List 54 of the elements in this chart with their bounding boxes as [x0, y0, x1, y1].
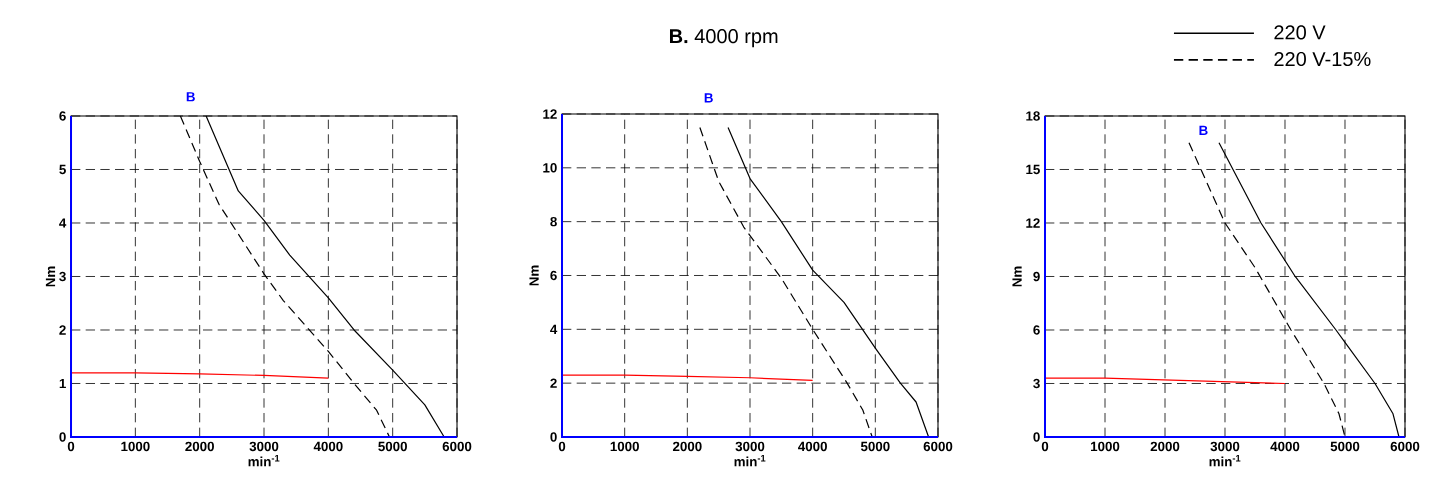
y-tick-label: 4 [59, 218, 67, 228]
y-tick-label: 3 [1033, 378, 1040, 389]
x-axis-title: min$^{-1}$ [248, 454, 280, 467]
x-tick-label: 1000 [121, 441, 150, 452]
y-tick-label: 6 [59, 111, 66, 121]
y-tick-label: 3 [59, 271, 66, 282]
x-tick-label: 1000 [1091, 441, 1120, 452]
x-tick-label: 5000 [1330, 441, 1360, 452]
y-tick-label: 12 [543, 109, 557, 119]
y-tick-label: 2 [59, 325, 66, 335]
legend-label: 220 V [1274, 25, 1326, 40]
x-tick-label: 2000 [672, 441, 702, 452]
x-tick-label: 0 [1041, 441, 1049, 452]
y-tick-label: 4 [550, 324, 558, 334]
x-tick-label: 4000 [1270, 441, 1300, 452]
x-tick-label: 2000 [1150, 441, 1180, 452]
y-tick-label: 10 [543, 163, 557, 173]
text: B [186, 92, 195, 102]
y-tick-label: 0 [550, 432, 557, 442]
x-tick-label: 3000 [249, 441, 279, 452]
y-tick-label: 18 [1026, 111, 1040, 121]
x-tick-label: 5000 [378, 441, 407, 452]
y-tick-label: 6 [550, 270, 557, 281]
y-tick-label: 5 [59, 164, 66, 175]
x-tick-label: 3000 [1210, 441, 1240, 452]
x-tick-label: 1000 [610, 441, 639, 452]
y-axis-title: Nm [529, 265, 539, 286]
x-tick-label: 4000 [313, 441, 343, 452]
x-tick-label: 0 [67, 441, 75, 452]
y-tick-label: 6 [1033, 325, 1040, 335]
x-tick-label: 6000 [1390, 441, 1420, 452]
text: B [704, 93, 713, 103]
x-tick-label: 6000 [442, 441, 472, 452]
chart-title: B. 4000 rpm [669, 29, 778, 48]
x-tick-label: 2000 [185, 441, 214, 452]
x-tick-label: 0 [558, 441, 566, 452]
x-tick-label: 3000 [735, 441, 765, 452]
x-axis-title: min$^{-1}$ [1209, 454, 1241, 467]
x-axis-title: min$^{-1}$ [734, 454, 766, 467]
x-tick-label: 5000 [860, 441, 890, 452]
x-tick-label: 6000 [923, 441, 953, 452]
y-tick-label: 15 [1026, 164, 1040, 175]
y-tick-label: 2 [550, 378, 557, 388]
annotation: B [1199, 125, 1208, 136]
y-tick-label: 0 [1033, 432, 1040, 442]
y-tick-label: 1 [59, 378, 66, 389]
y-axis-title: Nm [1012, 266, 1022, 287]
y-axis-title: Nm [45, 266, 56, 287]
y-tick-label: 9 [1033, 271, 1040, 282]
y-tick-label: 12 [1026, 218, 1040, 228]
y-tick-label: 8 [550, 216, 557, 227]
x-tick-label: 4000 [798, 441, 827, 452]
legend-label: 220 V-15% [1274, 51, 1371, 67]
y-tick-label: 0 [59, 432, 66, 442]
